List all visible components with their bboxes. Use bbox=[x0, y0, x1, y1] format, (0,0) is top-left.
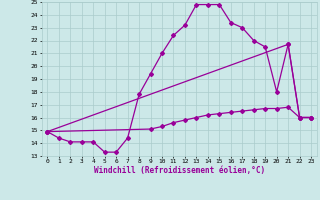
X-axis label: Windchill (Refroidissement éolien,°C): Windchill (Refroidissement éolien,°C) bbox=[94, 166, 265, 175]
